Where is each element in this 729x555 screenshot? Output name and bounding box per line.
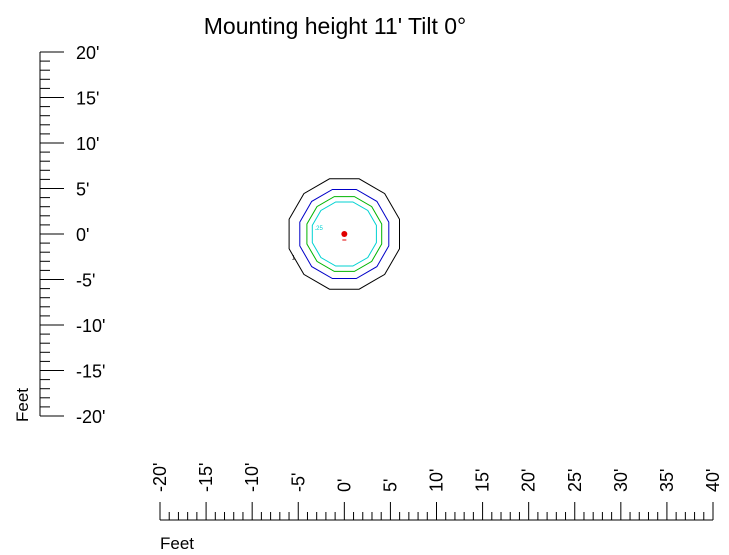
y-tick-label: 15' bbox=[76, 89, 99, 109]
x-tick-label: 40' bbox=[703, 469, 723, 492]
x-tick-label: 15' bbox=[473, 469, 493, 492]
y-tick-label: 5' bbox=[76, 180, 89, 200]
chart-title: Mounting height 11' Tilt 0° bbox=[204, 13, 467, 39]
x-axis-label: Feet bbox=[160, 534, 194, 553]
x-tick-label: -5' bbox=[288, 473, 308, 492]
x-tick-label: -20' bbox=[150, 463, 170, 492]
y-tick-label: -10' bbox=[76, 316, 105, 336]
x-tick-label: 5' bbox=[380, 479, 400, 492]
y-tick-label: -15' bbox=[76, 362, 105, 382]
contour-label: 1 bbox=[292, 256, 296, 262]
contour-line bbox=[299, 189, 390, 279]
y-tick-label: 20' bbox=[76, 43, 99, 63]
y-axis: 20' 15' 10' 5' 0' -5' -10' -15' -20' bbox=[39, 43, 105, 427]
x-tick-label: 25' bbox=[565, 469, 585, 492]
x-tick-label: -15' bbox=[196, 463, 216, 492]
contour-line bbox=[306, 196, 383, 272]
fixture-marker bbox=[341, 231, 348, 237]
contour-lines: 1.25 bbox=[288, 178, 400, 290]
y-tick-label: -5' bbox=[76, 271, 95, 291]
x-tick-label: 35' bbox=[657, 469, 677, 492]
contour-label: .25 bbox=[314, 226, 323, 232]
y-tick-label: 0' bbox=[76, 225, 89, 245]
x-tick-label: 10' bbox=[427, 469, 447, 492]
y-axis-label: Feet bbox=[13, 388, 32, 422]
x-tick-label: 30' bbox=[611, 469, 631, 492]
x-tick-label: 0' bbox=[334, 479, 354, 492]
x-tick-label: -10' bbox=[242, 463, 262, 492]
contour-line bbox=[311, 201, 377, 267]
y-tick-label: -20' bbox=[76, 407, 105, 427]
contour-line bbox=[288, 178, 400, 290]
y-tick-label: 10' bbox=[76, 134, 99, 154]
x-axis: -20' -15' -10' -5' 0' 5' 10' 15' 20' 25' 30' 35' 40' bbox=[150, 463, 723, 521]
x-tick-label: 20' bbox=[519, 469, 539, 492]
